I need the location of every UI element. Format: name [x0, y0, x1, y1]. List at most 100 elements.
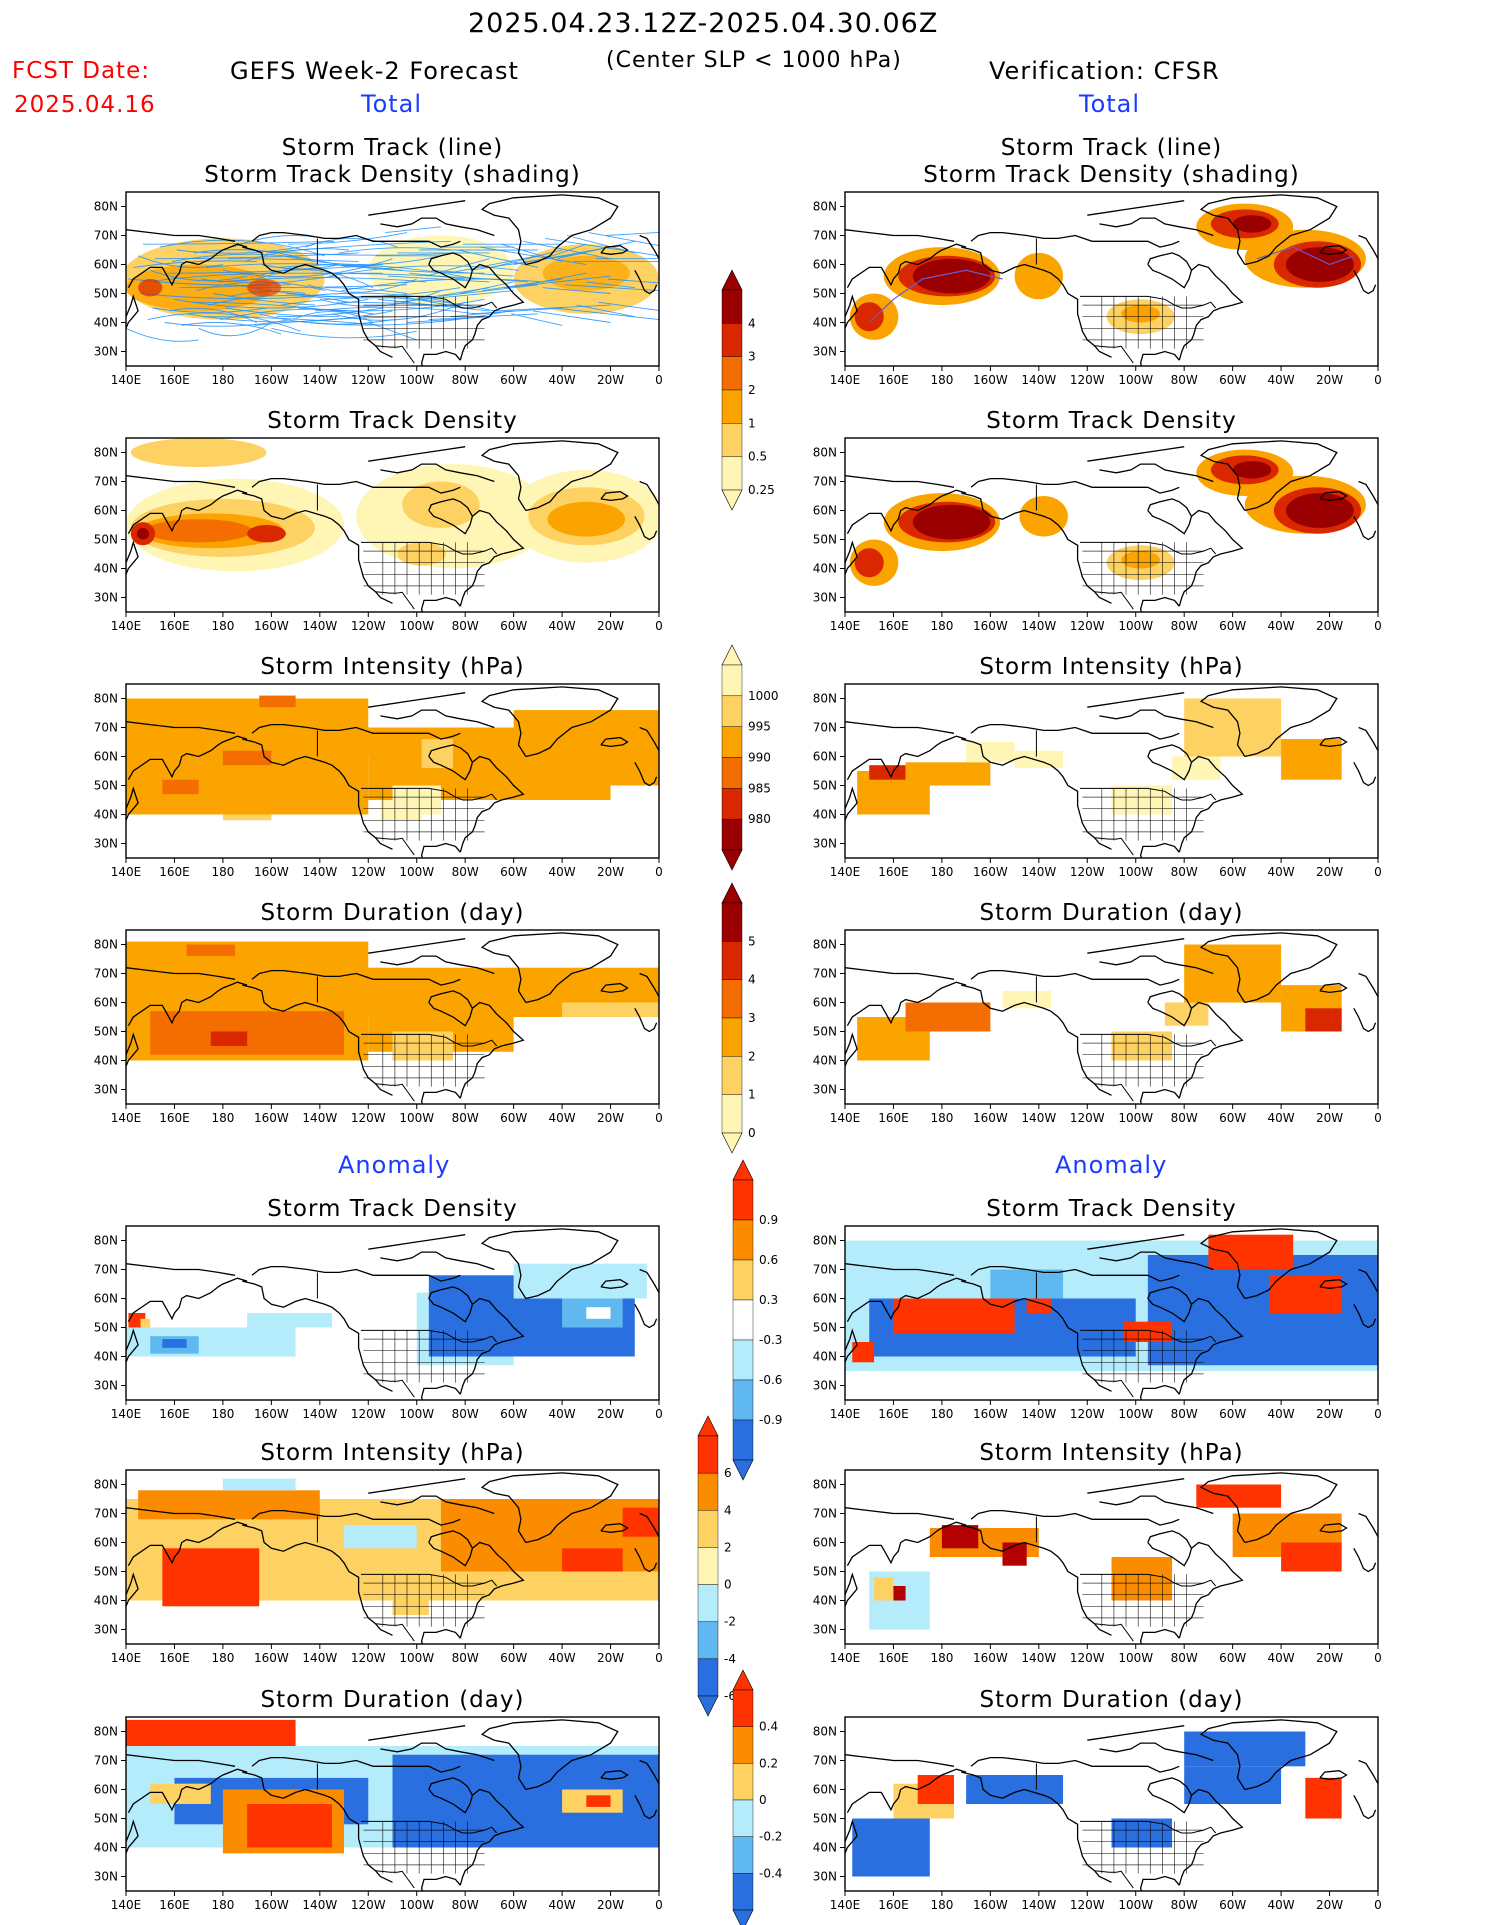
storm-track-line [174, 298, 369, 309]
x-tick-label: 80W [452, 1898, 479, 1912]
storm-track-line [227, 258, 359, 263]
panel-content [845, 192, 1378, 366]
y-tick-label: 70N [813, 475, 837, 489]
storm-track-line [169, 307, 258, 323]
x-tick-label: 160W [973, 1651, 1008, 1665]
x-tick-label: 160E [878, 1111, 909, 1125]
coastline [1358, 1268, 1378, 1294]
colorbar-label: 0.5 [748, 450, 767, 464]
coastline [126, 1032, 139, 1067]
y-tick-label: 30N [94, 1870, 118, 1884]
x-tick-label: 40W [549, 1407, 576, 1421]
colorbar-label: 0.2 [759, 1756, 778, 1770]
panel-title: Storm Track Density (shading) [204, 162, 580, 188]
panel-title: Storm Track Density [267, 1196, 517, 1222]
coastline [480, 1228, 619, 1300]
x-tick-label: 160W [254, 373, 289, 387]
x-tick-label: 60W [500, 1407, 527, 1421]
coastline [845, 721, 955, 734]
x-tick-label: 60W [500, 1111, 527, 1125]
coastline [251, 231, 461, 248]
panel-title: Storm Duration (day) [980, 1687, 1244, 1713]
x-tick-label: 100W [1118, 619, 1153, 633]
coastline [1199, 1719, 1338, 1791]
y-tick-label: 50N [94, 287, 118, 301]
x-tick-label: 140W [1021, 1651, 1056, 1665]
colorbar-cap-top [721, 882, 743, 904]
coastline [380, 217, 495, 237]
y-tick-label: 30N [94, 345, 118, 359]
shading-cell [1147, 1255, 1378, 1366]
colorbar-segment [732, 1726, 754, 1764]
x-tick-label: 20W [1316, 1111, 1343, 1125]
storm-track-line [140, 293, 316, 300]
shading-cell [1281, 739, 1342, 780]
coastline [634, 1007, 658, 1033]
y-tick-label: 60N [94, 1292, 118, 1306]
y-tick-label: 40N [94, 316, 118, 330]
x-tick-label: 160W [254, 619, 289, 633]
coastline [970, 1756, 1180, 1773]
panel-title: Storm Intensity (hPa) [260, 1440, 524, 1466]
x-tick-label: 80W [452, 865, 479, 879]
y-tick-label: 50N [813, 1321, 837, 1335]
colorbar-density_total: 4 3 2 1 0.5 0.25 [721, 269, 775, 511]
x-tick-label: 100W [1118, 865, 1153, 879]
shading-cell [138, 279, 163, 297]
coastline [368, 692, 466, 708]
coastline [845, 229, 955, 242]
colorbar-label: 985 [748, 781, 771, 795]
coastline [1139, 596, 1180, 612]
coastline [420, 1384, 461, 1400]
coastline [480, 686, 619, 758]
map-panel: 140E 160E 180 160W 140W 120W 100W 80W 60W 40W 20W 0… [813, 1440, 1382, 1665]
coastline [970, 969, 1180, 986]
left-title: GEFS Week-2 Forecast [230, 57, 519, 85]
border-line [1080, 1329, 1217, 1343]
y-tick-label: 80N [813, 1234, 837, 1248]
x-tick-label: 20W [597, 373, 624, 387]
coastline [368, 446, 466, 462]
colorbar-segment [721, 423, 743, 457]
y-tick-label: 60N [94, 504, 118, 518]
y-tick-label: 40N [813, 1350, 837, 1364]
x-tick-label: 120W [351, 1111, 386, 1125]
map-frame [844, 1225, 1379, 1401]
x-tick-label: 180 [930, 1407, 953, 1421]
coastline [459, 1297, 525, 1395]
coastline [420, 1088, 461, 1104]
map-panel: 140E 160E 180 160W 140W 120W 100W 80W 60W 40W 20W 0… [813, 1196, 1382, 1421]
y-tick-label: 30N [813, 1870, 837, 1884]
x-tick-label: 0 [1374, 865, 1382, 879]
x-tick-label: 0 [655, 619, 663, 633]
coastline [600, 1279, 629, 1289]
coastline [1087, 446, 1185, 462]
shading-cell [1285, 493, 1354, 528]
border-line [361, 787, 498, 801]
coastline [845, 1754, 955, 1767]
storm-track-line [387, 275, 490, 283]
x-tick-label: 160E [878, 1407, 909, 1421]
coastline [1319, 736, 1348, 748]
map-panel: 140E 160E 180 160W 140W 120W 100W 80W 60W 40W 20W 0… [94, 1440, 663, 1665]
panel-title: Storm Track Density [986, 1196, 1236, 1222]
coastline [420, 596, 461, 612]
coastline [634, 1794, 658, 1820]
colorbar-segment [732, 1179, 754, 1221]
coastline [845, 475, 955, 488]
x-tick-label: 80W [1171, 865, 1198, 879]
shading-cell [138, 1490, 320, 1520]
coastline [1178, 509, 1244, 607]
y-tick-label: 50N [813, 1025, 837, 1039]
x-tick-label: 140W [1021, 1898, 1056, 1912]
coastline [242, 1524, 393, 1636]
colorbar-segment [697, 1510, 719, 1548]
colorbar-label: 0.9 [759, 1213, 778, 1227]
colorbar-segment [697, 1472, 719, 1511]
x-tick-label: 140W [302, 865, 337, 879]
x-tick-label: 80W [452, 373, 479, 387]
y-tick-label: 50N [813, 779, 837, 793]
colorbar-segment [697, 1621, 719, 1660]
x-tick-label: 160E [159, 1111, 190, 1125]
